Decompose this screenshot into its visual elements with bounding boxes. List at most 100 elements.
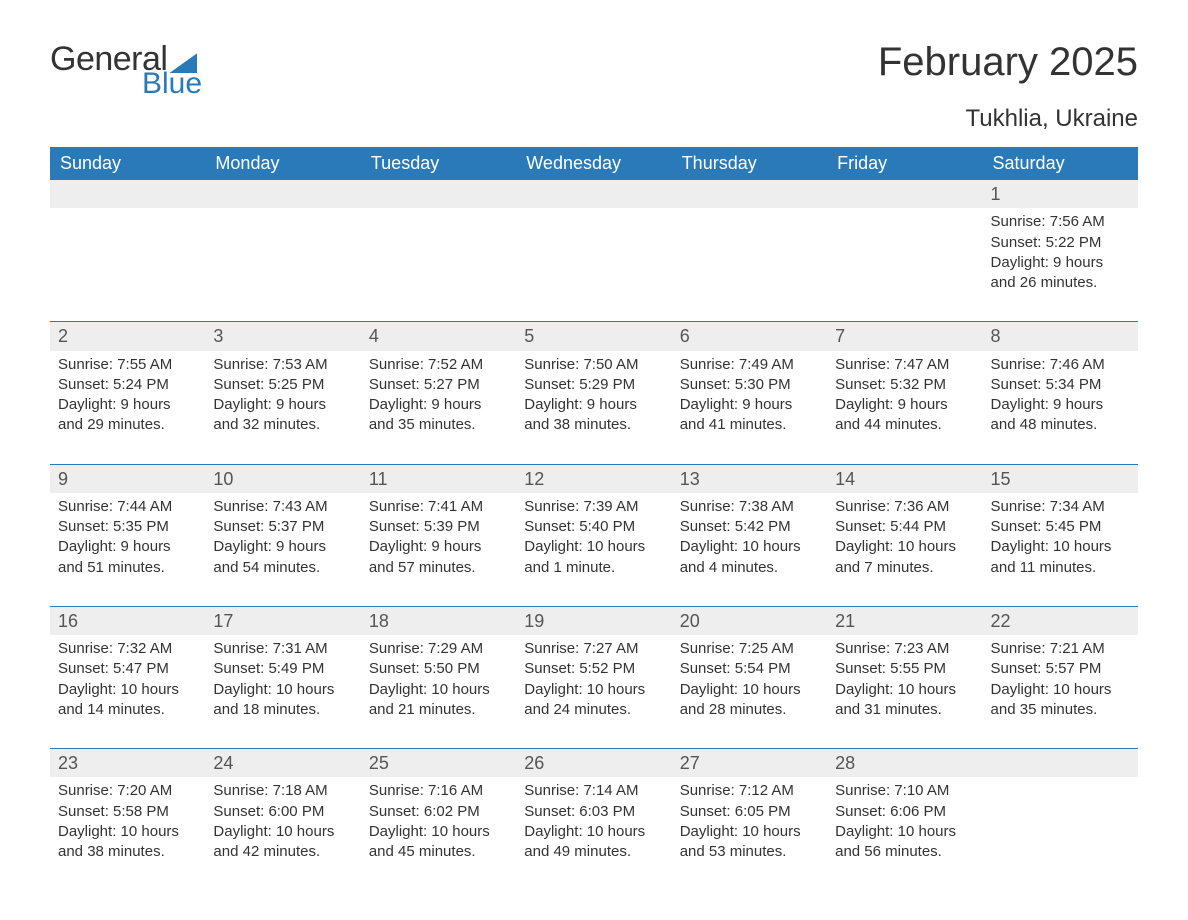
- sunset-text: Sunset: 5:58 PM: [58, 802, 197, 822]
- col-thursday: Thursday: [672, 147, 827, 180]
- sunrise-text: Sunrise: 7:39 AM: [524, 497, 663, 517]
- sunrise-text: Sunrise: 7:14 AM: [524, 781, 663, 801]
- day-info-row: Sunrise: 7:56 AMSunset: 5:22 PMDaylight:…: [50, 208, 1138, 322]
- sunrise-text: Sunrise: 7:21 AM: [991, 639, 1130, 659]
- day-info-cell: Sunrise: 7:38 AMSunset: 5:42 PMDaylight:…: [672, 493, 827, 607]
- daylight-text: Daylight: 10 hours and 24 minutes.: [524, 680, 663, 721]
- col-friday: Friday: [827, 147, 982, 180]
- day-info-cell: Sunrise: 7:55 AMSunset: 5:24 PMDaylight:…: [50, 351, 205, 465]
- sunrise-text: Sunrise: 7:38 AM: [680, 497, 819, 517]
- sunrise-text: Sunrise: 7:31 AM: [213, 639, 352, 659]
- daylight-text: Daylight: 10 hours and 1 minute.: [524, 537, 663, 578]
- day-number-cell: 2: [50, 322, 205, 350]
- sunset-text: Sunset: 5:54 PM: [680, 659, 819, 679]
- day-number-cell: [361, 180, 516, 208]
- daylight-text: Daylight: 9 hours and 26 minutes.: [991, 253, 1130, 294]
- day-number-cell: 15: [983, 465, 1138, 493]
- day-info-cell: Sunrise: 7:21 AMSunset: 5:57 PMDaylight:…: [983, 635, 1138, 749]
- day-number-cell: [827, 180, 982, 208]
- sunrise-text: Sunrise: 7:10 AM: [835, 781, 974, 801]
- day-info-cell: Sunrise: 7:49 AMSunset: 5:30 PMDaylight:…: [672, 351, 827, 465]
- col-saturday: Saturday: [983, 147, 1138, 180]
- day-info-cell: Sunrise: 7:34 AMSunset: 5:45 PMDaylight:…: [983, 493, 1138, 607]
- location-text: Tukhlia, Ukraine: [878, 105, 1138, 133]
- day-number-cell: [672, 180, 827, 208]
- daylight-text: Daylight: 10 hours and 38 minutes.: [58, 822, 197, 863]
- sunrise-text: Sunrise: 7:29 AM: [369, 639, 508, 659]
- day-info-cell: Sunrise: 7:10 AMSunset: 6:06 PMDaylight:…: [827, 777, 982, 890]
- sunset-text: Sunset: 5:32 PM: [835, 375, 974, 395]
- day-info-cell: Sunrise: 7:25 AMSunset: 5:54 PMDaylight:…: [672, 635, 827, 749]
- day-number-cell: 25: [361, 749, 516, 777]
- day-number-cell: [205, 180, 360, 208]
- calendar-table: Sunday Monday Tuesday Wednesday Thursday…: [50, 147, 1138, 890]
- logo: General Blue: [50, 40, 202, 101]
- sunset-text: Sunset: 5:50 PM: [369, 659, 508, 679]
- day-number-cell: 6: [672, 322, 827, 350]
- day-info-row: Sunrise: 7:44 AMSunset: 5:35 PMDaylight:…: [50, 493, 1138, 607]
- day-number-row: 16171819202122: [50, 607, 1138, 635]
- day-info-cell: [516, 208, 671, 322]
- daylight-text: Daylight: 9 hours and 41 minutes.: [680, 395, 819, 436]
- sunrise-text: Sunrise: 7:55 AM: [58, 355, 197, 375]
- day-number-cell: [983, 749, 1138, 777]
- sunset-text: Sunset: 5:24 PM: [58, 375, 197, 395]
- sunrise-text: Sunrise: 7:34 AM: [991, 497, 1130, 517]
- day-number-cell: 7: [827, 322, 982, 350]
- day-info-cell: Sunrise: 7:44 AMSunset: 5:35 PMDaylight:…: [50, 493, 205, 607]
- col-tuesday: Tuesday: [361, 147, 516, 180]
- day-info-cell: Sunrise: 7:36 AMSunset: 5:44 PMDaylight:…: [827, 493, 982, 607]
- day-number-cell: 26: [516, 749, 671, 777]
- sunset-text: Sunset: 5:22 PM: [991, 233, 1130, 253]
- sunrise-text: Sunrise: 7:25 AM: [680, 639, 819, 659]
- sunrise-text: Sunrise: 7:43 AM: [213, 497, 352, 517]
- sunrise-text: Sunrise: 7:20 AM: [58, 781, 197, 801]
- day-info-cell: Sunrise: 7:46 AMSunset: 5:34 PMDaylight:…: [983, 351, 1138, 465]
- daylight-text: Daylight: 9 hours and 48 minutes.: [991, 395, 1130, 436]
- day-number-cell: 5: [516, 322, 671, 350]
- sunset-text: Sunset: 5:27 PM: [369, 375, 508, 395]
- day-info-cell: Sunrise: 7:43 AMSunset: 5:37 PMDaylight:…: [205, 493, 360, 607]
- day-number-row: 2345678: [50, 322, 1138, 350]
- day-info-cell: Sunrise: 7:50 AMSunset: 5:29 PMDaylight:…: [516, 351, 671, 465]
- daylight-text: Daylight: 10 hours and 28 minutes.: [680, 680, 819, 721]
- col-sunday: Sunday: [50, 147, 205, 180]
- sunrise-text: Sunrise: 7:12 AM: [680, 781, 819, 801]
- day-number-cell: 22: [983, 607, 1138, 635]
- day-number-cell: 21: [827, 607, 982, 635]
- day-number-cell: 20: [672, 607, 827, 635]
- page-title: February 2025: [878, 40, 1138, 85]
- daylight-text: Daylight: 10 hours and 35 minutes.: [991, 680, 1130, 721]
- sunset-text: Sunset: 5:49 PM: [213, 659, 352, 679]
- daylight-text: Daylight: 9 hours and 51 minutes.: [58, 537, 197, 578]
- sunset-text: Sunset: 6:00 PM: [213, 802, 352, 822]
- daylight-text: Daylight: 9 hours and 32 minutes.: [213, 395, 352, 436]
- day-info-cell: [205, 208, 360, 322]
- daylight-text: Daylight: 10 hours and 45 minutes.: [369, 822, 508, 863]
- daylight-text: Daylight: 9 hours and 29 minutes.: [58, 395, 197, 436]
- sunrise-text: Sunrise: 7:47 AM: [835, 355, 974, 375]
- sunset-text: Sunset: 5:47 PM: [58, 659, 197, 679]
- daylight-text: Daylight: 10 hours and 49 minutes.: [524, 822, 663, 863]
- day-info-cell: Sunrise: 7:14 AMSunset: 6:03 PMDaylight:…: [516, 777, 671, 890]
- day-info-cell: Sunrise: 7:12 AMSunset: 6:05 PMDaylight:…: [672, 777, 827, 890]
- day-info-cell: Sunrise: 7:20 AMSunset: 5:58 PMDaylight:…: [50, 777, 205, 890]
- day-info-cell: Sunrise: 7:23 AMSunset: 5:55 PMDaylight:…: [827, 635, 982, 749]
- weekday-header-row: Sunday Monday Tuesday Wednesday Thursday…: [50, 147, 1138, 180]
- daylight-text: Daylight: 10 hours and 21 minutes.: [369, 680, 508, 721]
- sunset-text: Sunset: 5:35 PM: [58, 517, 197, 537]
- day-info-cell: Sunrise: 7:52 AMSunset: 5:27 PMDaylight:…: [361, 351, 516, 465]
- sunrise-text: Sunrise: 7:18 AM: [213, 781, 352, 801]
- sunrise-text: Sunrise: 7:32 AM: [58, 639, 197, 659]
- day-info-cell: [50, 208, 205, 322]
- sunrise-text: Sunrise: 7:41 AM: [369, 497, 508, 517]
- day-number-cell: 1: [983, 180, 1138, 208]
- daylight-text: Daylight: 10 hours and 53 minutes.: [680, 822, 819, 863]
- day-info-row: Sunrise: 7:55 AMSunset: 5:24 PMDaylight:…: [50, 351, 1138, 465]
- day-info-cell: Sunrise: 7:41 AMSunset: 5:39 PMDaylight:…: [361, 493, 516, 607]
- day-number-cell: 12: [516, 465, 671, 493]
- day-number-cell: 28: [827, 749, 982, 777]
- sunset-text: Sunset: 5:29 PM: [524, 375, 663, 395]
- day-info-cell: Sunrise: 7:47 AMSunset: 5:32 PMDaylight:…: [827, 351, 982, 465]
- day-info-cell: Sunrise: 7:18 AMSunset: 6:00 PMDaylight:…: [205, 777, 360, 890]
